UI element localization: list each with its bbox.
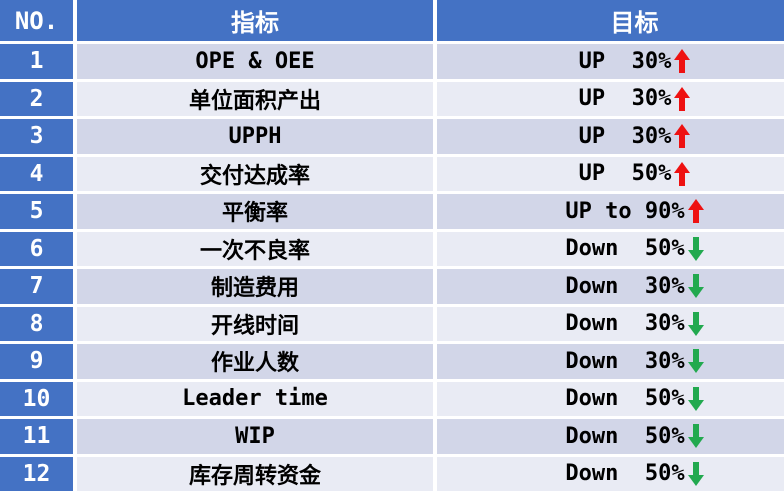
target-text: Down 50% bbox=[565, 386, 685, 412]
target-text: Down 30% bbox=[565, 273, 685, 299]
row-number: 10 bbox=[0, 381, 73, 416]
target-cell: Down 30% bbox=[437, 306, 784, 341]
indicator-cell: 单位面积产出 bbox=[77, 81, 433, 116]
target-cell: UP 30% bbox=[437, 119, 784, 154]
header-cell-indicator: 指标 bbox=[77, 0, 433, 41]
target-text: UP 30% bbox=[578, 48, 672, 74]
row-number: 4 bbox=[0, 156, 73, 191]
row-number: 12 bbox=[0, 456, 73, 491]
target-text: Down 50% bbox=[565, 236, 685, 262]
indicator-cell: 平衡率 bbox=[77, 194, 433, 229]
indicator-cell: OPE & OEE bbox=[77, 44, 433, 79]
indicator-cell: WIP bbox=[77, 419, 433, 454]
target-cell: UP to 90% bbox=[437, 194, 784, 229]
trend-arrow-icon bbox=[674, 86, 690, 112]
trend-arrow-icon bbox=[674, 123, 690, 149]
target-cell: UP 50% bbox=[437, 156, 784, 191]
row-number: 1 bbox=[0, 44, 73, 79]
target-cell: UP 30% bbox=[437, 44, 784, 79]
trend-arrow-icon bbox=[688, 273, 704, 299]
trend-arrow-icon bbox=[674, 161, 690, 187]
target-text: Down 30% bbox=[565, 311, 685, 337]
header-cell-target: 目标 bbox=[437, 0, 784, 41]
trend-arrow-icon bbox=[688, 461, 704, 487]
target-text: Down 30% bbox=[565, 348, 685, 374]
target-cell: Down 50% bbox=[437, 456, 784, 491]
target-cell: Down 50% bbox=[437, 231, 784, 266]
trend-arrow-icon bbox=[688, 348, 704, 374]
indicator-cell: 一次不良率 bbox=[77, 231, 433, 266]
target-text: Down 50% bbox=[565, 423, 685, 449]
row-number: 7 bbox=[0, 269, 73, 304]
row-number: 2 bbox=[0, 81, 73, 116]
indicator-cell: 交付达成率 bbox=[77, 156, 433, 191]
indicator-cell: 作业人数 bbox=[77, 344, 433, 379]
target-cell: Down 50% bbox=[437, 381, 784, 416]
trend-arrow-icon bbox=[688, 386, 704, 412]
trend-arrow-icon bbox=[688, 236, 704, 262]
row-number: 6 bbox=[0, 231, 73, 266]
target-text: UP 50% bbox=[578, 161, 672, 187]
indicator-cell: UPPH bbox=[77, 119, 433, 154]
target-cell: Down 30% bbox=[437, 269, 784, 304]
trend-arrow-icon bbox=[688, 311, 704, 337]
header-cell-no: NO. bbox=[0, 0, 73, 41]
row-number: 11 bbox=[0, 419, 73, 454]
target-cell: Down 30% bbox=[437, 344, 784, 379]
target-text: Down 50% bbox=[565, 461, 685, 487]
row-number: 3 bbox=[0, 119, 73, 154]
row-number: 9 bbox=[0, 344, 73, 379]
trend-arrow-icon bbox=[674, 48, 690, 74]
target-cell: Down 50% bbox=[437, 419, 784, 454]
target-text: UP 30% bbox=[578, 123, 672, 149]
row-number: 5 bbox=[0, 194, 73, 229]
indicator-cell: Leader time bbox=[77, 381, 433, 416]
indicator-cell: 制造费用 bbox=[77, 269, 433, 304]
target-text: UP 30% bbox=[578, 86, 672, 112]
row-number: 8 bbox=[0, 306, 73, 341]
target-text: UP to 90% bbox=[565, 198, 685, 224]
trend-arrow-icon bbox=[688, 423, 704, 449]
trend-arrow-icon bbox=[688, 198, 704, 224]
indicator-cell: 库存周转资金 bbox=[77, 456, 433, 491]
indicator-cell: 开线时间 bbox=[77, 306, 433, 341]
target-cell: UP 30% bbox=[437, 81, 784, 116]
